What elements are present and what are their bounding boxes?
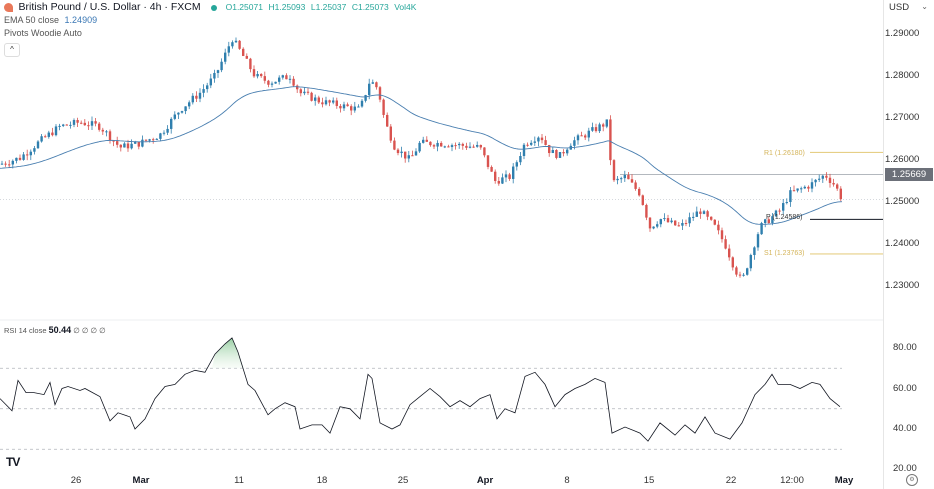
- time-label: 22: [725, 475, 737, 486]
- pivots-legend[interactable]: Pivots Woodie Auto: [4, 28, 82, 38]
- ohlc-high: H1.25093: [268, 2, 306, 12]
- rsi-value: 50.44: [48, 325, 72, 335]
- rsi-label: RSI 14 close: [4, 326, 47, 335]
- price-chart-canvas[interactable]: [0, 0, 883, 489]
- ohlc-volume: Vol4K: [394, 2, 417, 12]
- pivot-s1-label: S1 (1.23763): [764, 250, 805, 257]
- time-label: 15: [643, 475, 655, 486]
- symbol-logo-icon: [4, 3, 13, 13]
- ema-legend[interactable]: EMA 50 close 1.24909: [4, 15, 97, 25]
- time-label: Mar: [132, 475, 150, 486]
- ohlc-close: C1.25073: [351, 2, 389, 12]
- time-label: Apr: [476, 475, 494, 486]
- price-label: 1.25000: [885, 196, 920, 207]
- chart-legend: British Pound / U.S. Dollar · 4h · FXCM …: [4, 1, 416, 13]
- time-label: 11: [234, 475, 244, 486]
- rsi-band-lines: [0, 367, 842, 450]
- ohlc-low: L1.25037: [310, 2, 347, 12]
- price-label: 1.29000: [885, 28, 920, 39]
- rsi-line: [0, 337, 841, 442]
- time-label: 12:00: [780, 475, 804, 486]
- market-status-icon: [211, 4, 218, 11]
- symbol-title[interactable]: British Pound / U.S. Dollar · 4h · FXCM: [18, 1, 201, 13]
- price-label: 1.27000: [885, 112, 920, 123]
- rsi-axis-label: 60.00: [893, 383, 917, 394]
- ohlc-open: O1.25071: [225, 2, 263, 12]
- chevron-down-icon: ⌄: [921, 2, 928, 11]
- settings-gear-icon[interactable]: ⚙: [906, 474, 918, 486]
- time-label: 25: [397, 475, 409, 486]
- price-label: 1.28000: [885, 70, 920, 81]
- time-label: 18: [316, 475, 328, 486]
- rsi-axis-label: 40.00: [893, 423, 917, 434]
- time-label: 26: [70, 475, 82, 486]
- tradingview-logo[interactable]: TV: [6, 455, 20, 469]
- ema-label: EMA 50 close: [4, 15, 60, 25]
- pivot-p-label: P (1.24586): [766, 214, 803, 221]
- candlesticks: [0, 37, 842, 278]
- rsi-legend[interactable]: RSI 14 close 50.44 ∅ ∅ ∅ ∅: [4, 325, 106, 335]
- ema-line: [0, 86, 843, 225]
- currency-selector[interactable]: USD ⌄: [889, 2, 931, 16]
- rsi-axis-label: 20.00: [893, 463, 917, 474]
- rsi-extra-values: ∅ ∅ ∅ ∅: [73, 326, 106, 335]
- price-label: 1.26000: [885, 154, 920, 165]
- currency-value: USD: [889, 2, 910, 13]
- pivot-lines: [0, 151, 883, 255]
- rsi-axis-label: 80.00: [893, 342, 917, 353]
- pivots-label: Pivots Woodie Auto: [4, 28, 82, 38]
- price-label: 1.23000: [885, 280, 920, 291]
- price-label: 1.24000: [885, 238, 920, 249]
- ema-value: 1.24909: [64, 15, 98, 25]
- time-label: 8: [564, 475, 570, 486]
- price-axis[interactable]: [883, 0, 934, 489]
- collapse-legend-button[interactable]: ^: [4, 43, 20, 57]
- current-price-tag: 1.25669: [885, 168, 933, 181]
- time-label: May: [834, 475, 854, 486]
- pivot-r1-label: R1 (1.26180): [764, 150, 805, 157]
